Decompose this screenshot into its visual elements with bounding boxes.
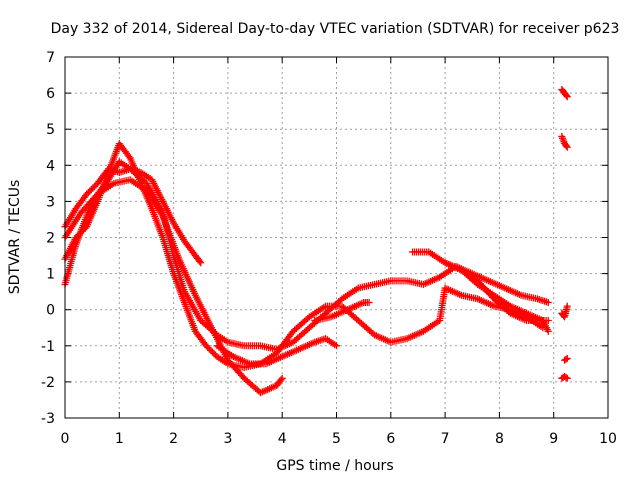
series-track-8 bbox=[441, 259, 552, 325]
y-tick-label: 6 bbox=[46, 86, 55, 102]
data-point bbox=[78, 227, 86, 235]
plot-frame bbox=[64, 56, 609, 419]
data-point bbox=[563, 374, 571, 382]
data-point bbox=[544, 327, 552, 335]
data-point bbox=[563, 93, 571, 101]
data-point bbox=[278, 374, 286, 382]
y-tick-label: 1 bbox=[46, 267, 55, 283]
x-tick-label: 3 bbox=[223, 431, 232, 447]
data-point bbox=[73, 232, 81, 240]
data-point bbox=[544, 298, 552, 306]
y-tick-label: -2 bbox=[41, 375, 55, 391]
x-tick-label: 1 bbox=[115, 431, 124, 447]
series-track-12 bbox=[561, 354, 571, 364]
data-point bbox=[562, 142, 570, 150]
x-tick-label: 5 bbox=[332, 431, 341, 447]
data-point bbox=[208, 348, 216, 356]
x-tick-label: 8 bbox=[495, 431, 504, 447]
data-point bbox=[333, 342, 340, 350]
series-track-4 bbox=[61, 176, 286, 397]
data-point bbox=[562, 373, 570, 381]
x-tick-label: 4 bbox=[278, 431, 287, 447]
data-point bbox=[75, 230, 83, 238]
data-point bbox=[83, 190, 91, 198]
axis-ticks: 0 1 2 3 4 5 6 7 8 9 10 -3 -2 -1 0 1 2 3 4 5 6 7 bbox=[41, 50, 617, 447]
y-tick-label: -1 bbox=[41, 339, 55, 355]
data-point bbox=[87, 186, 95, 194]
series-track-6 bbox=[311, 298, 373, 325]
x-tick-label: 2 bbox=[169, 431, 178, 447]
series-track-10 bbox=[558, 132, 571, 151]
data-marks bbox=[61, 85, 571, 397]
data-point bbox=[365, 298, 373, 306]
x-tick-label: 0 bbox=[61, 431, 70, 447]
series-track-13 bbox=[558, 372, 571, 382]
data-point bbox=[544, 317, 552, 325]
data-point bbox=[197, 259, 205, 267]
data-point bbox=[205, 345, 213, 353]
x-tick-label: 7 bbox=[441, 431, 450, 447]
y-tick-label: 4 bbox=[46, 158, 55, 174]
data-point bbox=[86, 187, 94, 195]
data-point bbox=[72, 234, 80, 241]
data-point bbox=[210, 350, 218, 358]
data-point bbox=[84, 189, 92, 197]
series-track-1 bbox=[61, 158, 552, 353]
y-tick-label: 3 bbox=[46, 194, 55, 210]
data-point bbox=[562, 92, 570, 100]
x-tick-label: 9 bbox=[549, 431, 558, 447]
data-point bbox=[277, 376, 285, 384]
y-tick-label: 7 bbox=[46, 50, 55, 66]
grid bbox=[65, 57, 608, 418]
chart-title: Day 332 of 2014, Sidereal Day-to-day VTE… bbox=[51, 21, 620, 37]
x-axis-label: GPS time / hours bbox=[276, 458, 393, 474]
data-point bbox=[196, 257, 204, 265]
series-track-11 bbox=[558, 302, 571, 321]
y-tick-label: 0 bbox=[46, 303, 55, 319]
data-point bbox=[90, 182, 98, 190]
data-point bbox=[202, 342, 210, 350]
data-point bbox=[77, 229, 85, 237]
series-track-3 bbox=[61, 165, 205, 267]
data-point bbox=[563, 302, 571, 310]
data-point bbox=[89, 184, 97, 192]
series-track-9 bbox=[558, 85, 571, 101]
y-tick-label: 2 bbox=[46, 231, 55, 247]
y-axis-label: SDTVAR / TECUs bbox=[7, 180, 23, 295]
data-point bbox=[207, 346, 215, 354]
data-point bbox=[562, 355, 570, 363]
data-point bbox=[563, 354, 571, 362]
x-tick-label: 10 bbox=[599, 431, 617, 447]
data-point bbox=[204, 343, 212, 351]
data-point bbox=[125, 152, 133, 160]
y-tick-label: -3 bbox=[41, 411, 55, 427]
data-point bbox=[80, 226, 88, 234]
data-point bbox=[563, 143, 571, 151]
series-track-5 bbox=[213, 335, 340, 368]
x-tick-label: 6 bbox=[386, 431, 395, 447]
y-tick-label: 5 bbox=[46, 122, 55, 138]
